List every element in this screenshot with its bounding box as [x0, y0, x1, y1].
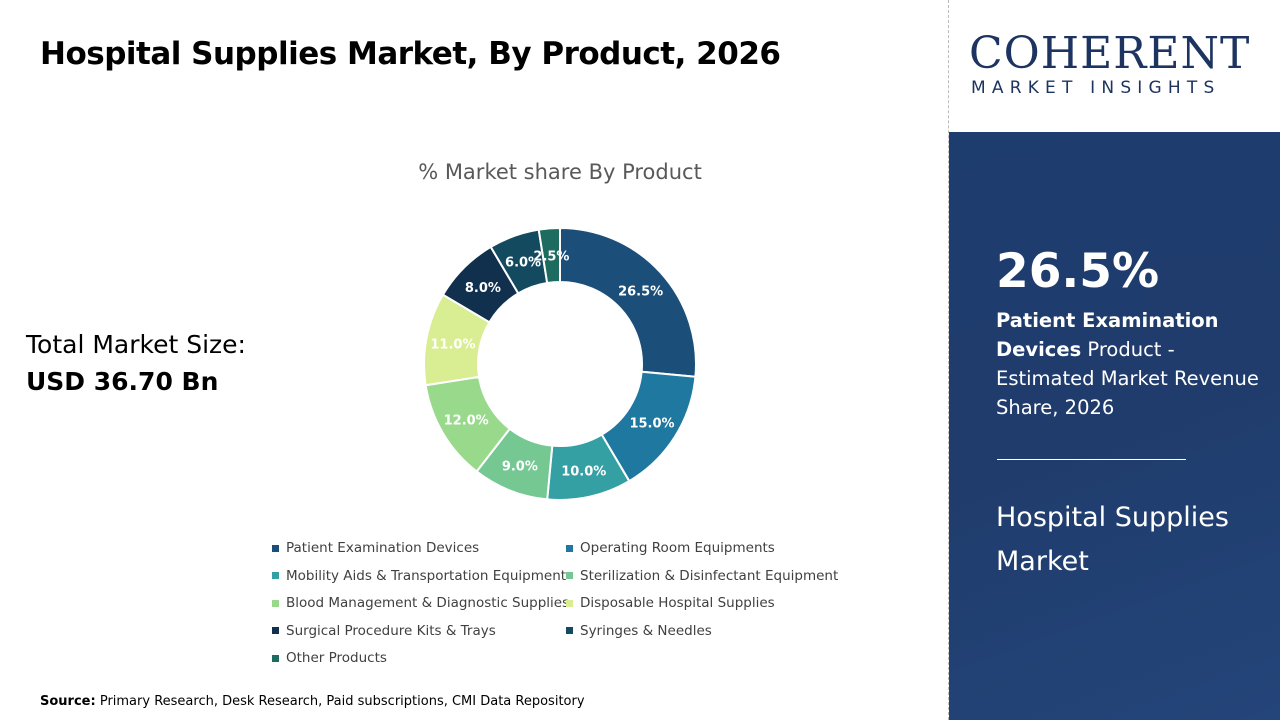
- data-label: 9.0%: [502, 459, 538, 474]
- legend-label: Disposable Hospital Supplies: [580, 595, 775, 611]
- legend-swatch: [272, 654, 279, 662]
- legend-swatch: [272, 627, 279, 634]
- legend-item: Syringes & Needles: [566, 623, 712, 639]
- divider: [948, 0, 949, 720]
- legend-item: Patient Examination Devices: [272, 540, 479, 556]
- panel-divider: [997, 459, 1186, 460]
- data-label: 10.0%: [561, 464, 606, 479]
- source-label: Source:: [40, 694, 96, 709]
- data-label: 12.0%: [444, 413, 489, 428]
- legend-label: Syringes & Needles: [580, 622, 712, 639]
- highlight-market: Hospital Supplies Market: [996, 502, 1229, 577]
- legend-label: Patient Examination Devices: [286, 540, 480, 556]
- page-title: Hospital Supplies Market, By Product, 20…: [40, 36, 781, 72]
- data-label: 26.5%: [618, 285, 663, 300]
- logo-name: COHERENT: [969, 28, 1251, 79]
- legend-item: Operating Room Equipments: [566, 540, 775, 556]
- highlight-value: 26.5%: [996, 244, 1160, 299]
- legend-swatch: [272, 599, 279, 607]
- logo: COHERENT MARKET INSIGHTS: [949, 0, 1280, 132]
- legend-swatch: [566, 572, 573, 579]
- legend-item: Surgical Procedure Kits & Trays: [272, 623, 496, 639]
- legend-item: Blood Management & Diagnostic Supplies: [272, 595, 569, 611]
- donut-slice: [559, 226, 697, 378]
- legend-item: Disposable Hospital Supplies: [566, 595, 775, 611]
- legend-swatch: [272, 572, 279, 579]
- legend-swatch: [272, 544, 279, 552]
- legend-label: Mobility Aids & Transportation Equipment: [286, 567, 567, 584]
- highlight-text: Product - Estimated Market Revenue Share…: [996, 338, 1259, 419]
- data-label: 11.0%: [430, 338, 475, 353]
- donut-chart: 26.5% 15.0% 10.0% 9.0% 12.0% 11.0% 8.0% 6.0%2.5…: [423, 226, 697, 501]
- legend-label: Other Products: [286, 650, 387, 666]
- total-market-value: USD 36.70 Bn: [26, 367, 219, 396]
- highlight-segment: Patient Examination Devices: [996, 309, 1219, 361]
- legend-swatch: [566, 544, 573, 552]
- legend-item: Sterilization & Disinfectant Equipment: [566, 568, 838, 584]
- donut-slice: [537, 226, 561, 285]
- data-label: 15.0%: [629, 416, 674, 431]
- legend-label: Operating Room Equipments: [580, 540, 775, 556]
- legend-label: Blood Management & Diagnostic Supplies: [286, 595, 570, 611]
- source-note: Source: Primary Research, Desk Research,…: [40, 694, 585, 709]
- source-text: Primary Research, Desk Research, Paid su…: [99, 694, 585, 709]
- legend-item: Other Products: [272, 650, 387, 666]
- legend-swatch: [566, 627, 573, 634]
- highlight-panel: 26.5% Patient Examination Devices Produc…: [949, 132, 1280, 720]
- legend-swatch: [566, 599, 573, 607]
- data-label: 2.5%: [533, 249, 569, 264]
- chart-title: % Market share By Product: [418, 160, 702, 184]
- highlight-description: Patient Examination Devices Product - Es…: [996, 306, 1266, 422]
- total-market-label: Total Market Size:: [26, 330, 246, 359]
- logo-tagline: MARKET INSIGHTS: [971, 78, 1221, 98]
- legend-label: Sterilization & Disinfectant Equipment: [580, 567, 839, 584]
- data-label: 6.0%: [505, 255, 541, 270]
- legend-item: Mobility Aids & Transportation Equipment: [272, 568, 566, 584]
- data-label: 8.0%: [465, 281, 501, 296]
- total-market-size: Total Market Size: USD 36.70 Bn: [26, 326, 246, 400]
- legend-label: Surgical Procedure Kits & Trays: [286, 622, 496, 639]
